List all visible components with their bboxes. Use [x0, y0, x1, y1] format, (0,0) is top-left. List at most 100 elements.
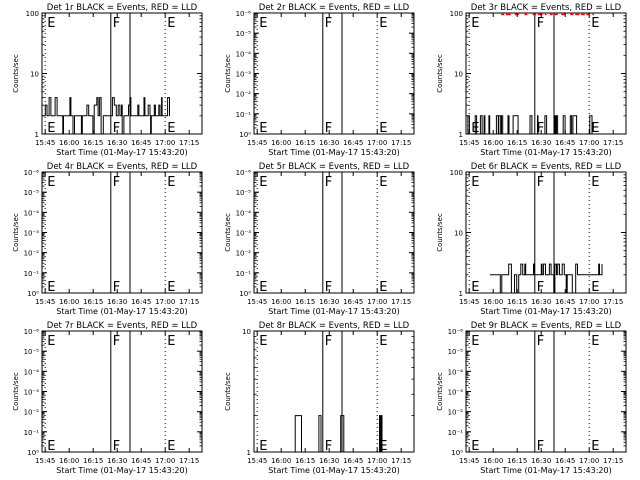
x-tick-label: 16:30: [319, 457, 339, 465]
y-tick-label: 10⁻⁶: [24, 169, 40, 177]
x-tick-label: 16:30: [107, 457, 127, 465]
y-tick-label: 10⁻⁴: [448, 368, 464, 376]
marker-label: F: [113, 175, 120, 190]
x-tick-label: 15:45: [459, 457, 479, 465]
y-axis-label: Counts/sec: [436, 372, 444, 411]
y-tick-label: 1: [459, 290, 463, 298]
x-tick-label: 15:45: [247, 298, 267, 306]
x-tick-label: 16:45: [555, 457, 575, 465]
x-tick-label: 16:30: [319, 139, 339, 147]
panel-title: Det 5r BLACK = Events, RED = LLD: [259, 162, 410, 172]
panel-title: Det 1r BLACK = Events, RED = LLD: [47, 3, 198, 13]
y-axis-label: Counts/sec: [12, 372, 20, 411]
marker-label: E: [47, 16, 55, 31]
x-axis-label: Start Time (01-May-17 15:43:20): [268, 148, 399, 157]
y-tick-label: 100: [450, 10, 463, 18]
y-tick-label: 1: [459, 131, 463, 139]
series-events-trace: [466, 115, 594, 135]
plot-frame: [253, 12, 415, 135]
x-tick-label: 16:45: [343, 298, 363, 306]
y-tick-label: 10⁰: [451, 449, 463, 457]
marker-label: E: [47, 121, 55, 136]
marker-label: E: [259, 280, 267, 295]
y-tick-label: 10⁻⁶: [448, 328, 464, 336]
x-tick-label: 17:15: [391, 139, 411, 147]
x-axis-label: Start Time (01-May-17 15:43:20): [480, 307, 611, 316]
plot-frame: [465, 330, 627, 453]
y-tick-label: 10⁻⁶: [236, 169, 252, 177]
y-tick-label: 10⁻¹: [236, 111, 252, 119]
y-tick-label: 10⁻⁵: [24, 348, 40, 356]
marker-label: E: [591, 334, 599, 349]
marker-label: E: [47, 280, 55, 295]
x-tick-label: 15:45: [247, 457, 267, 465]
y-tick-label: 10⁻²: [24, 250, 40, 258]
marker-label: F: [113, 439, 120, 454]
x-tick-label: 17:00: [579, 298, 599, 306]
x-tick-label: 16:15: [295, 298, 315, 306]
marker-label: E: [379, 175, 387, 190]
x-tick-label: 17:00: [579, 457, 599, 465]
x-tick-label: 17:15: [391, 457, 411, 465]
plot-frame: [41, 171, 203, 294]
y-axis-label: Counts/sec: [436, 213, 444, 252]
x-tick-label: 16:30: [107, 298, 127, 306]
y-tick-label: 10⁻²: [24, 409, 40, 417]
x-tick-label: 16:30: [531, 298, 551, 306]
marker-label: E: [379, 439, 387, 454]
y-tick-label: 10⁰: [27, 290, 39, 298]
y-tick-label: 10⁻⁶: [24, 328, 40, 336]
x-tick-label: 16:00: [483, 457, 503, 465]
y-tick-label: 10⁻²: [448, 409, 464, 417]
x-tick-label: 16:15: [507, 298, 527, 306]
y-tick-label: 10⁻⁵: [236, 189, 252, 197]
y-tick-label: 10: [30, 71, 39, 79]
x-tick-label: 15:45: [35, 139, 55, 147]
y-tick-label: 10: [242, 328, 251, 336]
marker-label: E: [379, 334, 387, 349]
plot-frame: [253, 330, 415, 453]
x-tick-label: 16:00: [271, 457, 291, 465]
panel-title: Det 2r BLACK = Events, RED = LLD: [259, 3, 410, 13]
panel-7: Det 7r BLACK = Events, RED = LLD Counts/s…: [12, 321, 203, 475]
x-tick-label: 16:45: [343, 139, 363, 147]
y-axis-label: Counts/sec: [436, 54, 444, 93]
marker-label: E: [167, 334, 175, 349]
x-tick-label: 16:00: [271, 139, 291, 147]
marker-label: F: [537, 439, 544, 454]
marker-label: E: [379, 121, 387, 136]
x-axis-label: Start Time (01-May-17 15:43:20): [56, 148, 187, 157]
x-tick-label: 15:45: [35, 457, 55, 465]
x-tick-label: 16:45: [555, 139, 575, 147]
marker-label: F: [325, 334, 332, 349]
panel-5: Det 5r BLACK = Events, RED = LLD Counts/s…: [224, 162, 415, 316]
x-tick-label: 17:00: [367, 457, 387, 465]
x-tick-label: 16:00: [59, 298, 79, 306]
panel-6: Det 6r BLACK = Events, RED = LLD Counts/s…: [436, 162, 627, 316]
x-tick-label: 16:45: [131, 298, 151, 306]
y-tick-label: 10⁻³: [24, 389, 40, 397]
y-axis-label: Counts/sec: [224, 372, 232, 411]
x-tick-label: 17:00: [155, 139, 175, 147]
x-tick-label: 17:00: [579, 139, 599, 147]
marker-label: E: [471, 280, 479, 295]
x-tick-label: 15:45: [35, 298, 55, 306]
x-tick-label: 15:45: [247, 139, 267, 147]
x-tick-label: 16:45: [343, 457, 363, 465]
panel-title: Det 9r BLACK = Events, RED = LLD: [471, 321, 622, 331]
y-tick-label: 10⁻⁶: [236, 10, 252, 18]
y-tick-label: 10: [454, 230, 463, 238]
x-tick-label: 16:30: [319, 298, 339, 306]
x-tick-label: 16:00: [59, 457, 79, 465]
x-tick-label: 16:45: [131, 457, 151, 465]
x-axis-label: Start Time (01-May-17 15:43:20): [56, 466, 187, 475]
y-tick-label: 10⁻¹: [24, 270, 40, 278]
x-axis-label: Start Time (01-May-17 15:43:20): [268, 307, 399, 316]
marker-label: E: [259, 175, 267, 190]
panel-1: Det 1r BLACK = Events, RED = LLD Counts/s…: [12, 3, 203, 157]
marker-label: E: [259, 439, 267, 454]
y-tick-label: 10⁻²: [236, 250, 252, 258]
x-tick-label: 17:15: [179, 457, 199, 465]
x-tick-label: 16:00: [483, 139, 503, 147]
x-tick-label: 15:45: [459, 139, 479, 147]
